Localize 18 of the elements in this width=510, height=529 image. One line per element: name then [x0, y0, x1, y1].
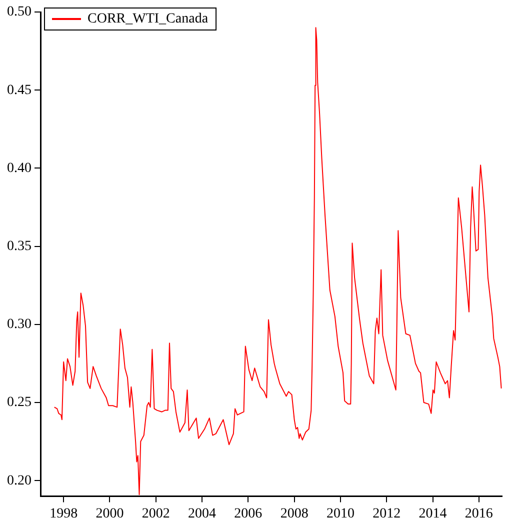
x-tick-label: 2006 [234, 506, 262, 522]
y-tick-label: 0.25 [7, 395, 32, 410]
x-tick-label: 2000 [96, 506, 124, 522]
x-tick-label: 2014 [418, 506, 447, 522]
y-tick-label: 0.40 [7, 160, 32, 176]
x-tick-label: 2016 [464, 506, 493, 522]
legend-label: CORR_WTI_Canada [88, 12, 209, 27]
y-tick-label: 0.30 [7, 317, 32, 332]
x-tick-label: 1998 [50, 506, 78, 522]
x-tick-label: 2010 [326, 506, 354, 522]
y-tick-label: 0.45 [7, 82, 32, 98]
y-tick-label: 0.50 [7, 4, 32, 20]
x-tick-label: 2004 [188, 506, 216, 522]
y-tick-label: 0.35 [7, 238, 32, 254]
x-tick-label: 2002 [142, 506, 170, 522]
x-tick-label: 2012 [372, 506, 401, 522]
y-tick-label: 0.20 [7, 473, 32, 488]
x-tick-label: 2008 [280, 506, 308, 522]
